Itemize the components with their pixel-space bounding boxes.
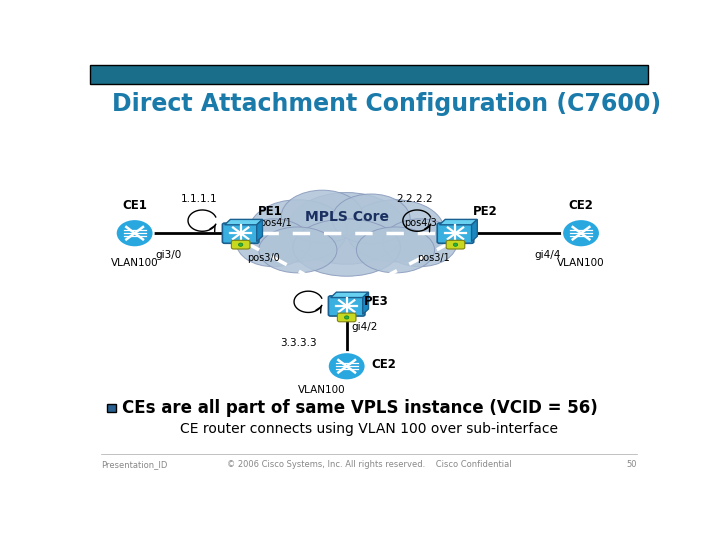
- Polygon shape: [257, 219, 263, 241]
- Text: CE router connects using VLAN 100 over sub-interface: CE router connects using VLAN 100 over s…: [180, 422, 558, 436]
- Circle shape: [454, 243, 458, 246]
- Text: gi3/0: gi3/0: [155, 250, 181, 260]
- Polygon shape: [363, 292, 369, 314]
- Text: VLAN100: VLAN100: [298, 384, 346, 395]
- Circle shape: [238, 243, 243, 246]
- Text: gi4/4: gi4/4: [534, 250, 561, 260]
- Text: pos4/3: pos4/3: [404, 218, 436, 228]
- Text: 50: 50: [626, 460, 637, 469]
- FancyBboxPatch shape: [107, 404, 116, 412]
- Text: PE3: PE3: [364, 295, 389, 308]
- Polygon shape: [472, 219, 477, 241]
- Ellipse shape: [258, 227, 337, 273]
- FancyBboxPatch shape: [231, 240, 250, 249]
- FancyBboxPatch shape: [437, 223, 474, 244]
- Ellipse shape: [383, 219, 457, 267]
- Text: CEs are all part of same VPLS instance (VCID = 56): CEs are all part of same VPLS instance (…: [122, 399, 598, 417]
- Text: 2.2.2.2: 2.2.2.2: [396, 194, 433, 204]
- Circle shape: [116, 219, 153, 247]
- FancyBboxPatch shape: [446, 240, 465, 249]
- Text: Presentation_ID: Presentation_ID: [101, 460, 168, 469]
- Text: MPLS Core: MPLS Core: [305, 210, 389, 224]
- Ellipse shape: [332, 194, 410, 244]
- Ellipse shape: [288, 193, 405, 264]
- Text: © 2006 Cisco Systems, Inc. All rights reserved.    Cisco Confidential: © 2006 Cisco Systems, Inc. All rights re…: [227, 460, 511, 469]
- Text: CE2: CE2: [569, 199, 593, 212]
- Circle shape: [344, 316, 349, 319]
- Text: pos4/1: pos4/1: [259, 218, 292, 228]
- FancyBboxPatch shape: [338, 313, 356, 322]
- Text: PE2: PE2: [473, 205, 498, 218]
- Ellipse shape: [347, 200, 444, 262]
- FancyBboxPatch shape: [90, 65, 648, 84]
- Text: VLAN100: VLAN100: [111, 258, 158, 268]
- Text: 3.3.3.3: 3.3.3.3: [280, 338, 317, 348]
- Text: pos3/1: pos3/1: [417, 253, 449, 262]
- Text: 1.1.1.1: 1.1.1.1: [181, 194, 218, 204]
- Circle shape: [328, 352, 366, 380]
- FancyBboxPatch shape: [328, 296, 365, 316]
- Text: VLAN100: VLAN100: [557, 258, 605, 268]
- Text: CE2: CE2: [372, 357, 396, 370]
- Ellipse shape: [356, 227, 435, 273]
- Circle shape: [562, 219, 600, 247]
- Ellipse shape: [282, 190, 364, 243]
- Ellipse shape: [236, 219, 310, 267]
- Ellipse shape: [249, 200, 347, 262]
- Text: PE1: PE1: [258, 205, 283, 218]
- Text: gi4/2: gi4/2: [351, 322, 378, 333]
- Ellipse shape: [293, 219, 400, 276]
- Polygon shape: [330, 292, 369, 298]
- Text: CE1: CE1: [122, 199, 147, 212]
- Polygon shape: [225, 219, 263, 225]
- Text: pos3/0: pos3/0: [247, 253, 279, 262]
- Text: Direct Attachment Configuration (C7600): Direct Attachment Configuration (C7600): [112, 92, 662, 116]
- Polygon shape: [439, 219, 477, 225]
- FancyBboxPatch shape: [222, 223, 259, 244]
